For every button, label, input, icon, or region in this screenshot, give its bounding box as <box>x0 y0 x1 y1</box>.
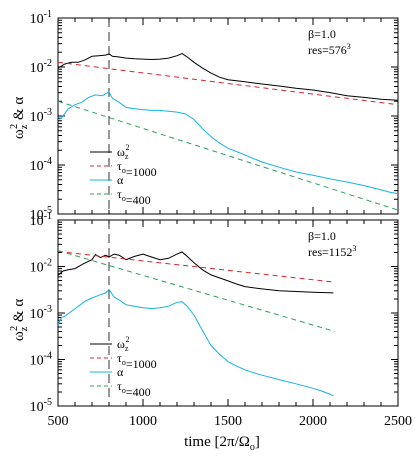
y-tick-label: 10-5 <box>30 205 52 223</box>
chart-panel-2: 10-5 10-4 10-3 10-2 10-1 500 1000 1500 2000 2500 β… <box>30 211 412 429</box>
y-tick-label: 10-5 <box>30 397 52 415</box>
x-axis-label: time [2π/Ωo] <box>184 434 260 453</box>
y-tick-label: 10-1 <box>30 9 52 27</box>
legend-label-alpha: α <box>117 365 124 379</box>
legend-label-tau400: τo=400 <box>117 187 151 207</box>
series-line-alpha <box>58 91 398 195</box>
x-tick-label: 2000 <box>299 414 327 429</box>
legend-label-tau1000: τo=1000 <box>117 159 157 179</box>
y-tick-label: 10-4 <box>30 156 52 174</box>
x-tick-label: 1500 <box>214 414 242 429</box>
x-tick-label: 1000 <box>129 414 157 429</box>
x-tick-label: 500 <box>48 414 69 429</box>
series-line-tau400 <box>58 100 398 211</box>
series-line-tau1000 <box>58 251 336 283</box>
series-group <box>58 250 336 397</box>
panels: 10-510-410-310-210-1β=1.0res=5763ωz2τo=1… <box>30 9 412 429</box>
series-line-tau1000 <box>58 61 398 106</box>
legend-label-alpha: α <box>117 173 124 187</box>
annotation-res: res=5763 <box>308 42 351 57</box>
series-line-tau400 <box>58 250 336 332</box>
y-tick-label: 10-3 <box>30 304 52 322</box>
annotation-beta: β=1.0 <box>308 229 336 243</box>
legend-label-wz2: ωz2 <box>117 143 129 161</box>
y-tick-label: 10-3 <box>30 107 52 125</box>
annotation-beta: β=1.0 <box>308 27 336 41</box>
legend-label-tau1000: τo=1000 <box>117 351 157 371</box>
legend-label-tau400: τo=400 <box>117 379 151 399</box>
y-tick-label: 10-1 <box>30 211 52 229</box>
legend-label-wz2: ωz2 <box>117 335 129 353</box>
y-tick-label: 10-4 <box>30 351 52 369</box>
x-tick-label: 2500 <box>384 414 412 429</box>
series-group <box>58 53 398 211</box>
y-tick-label: 10-2 <box>30 58 52 76</box>
series-line-alpha <box>58 288 334 397</box>
annotation-res: res=11523 <box>308 244 356 259</box>
y-axis-label-bottom: ωz2 & α <box>9 299 30 341</box>
y-tick-label: 10-2 <box>30 258 52 276</box>
series-line-wz2 <box>58 251 334 294</box>
series-line-wz2 <box>58 53 398 101</box>
y-axis-label-top: ωz2 & α <box>9 97 30 139</box>
